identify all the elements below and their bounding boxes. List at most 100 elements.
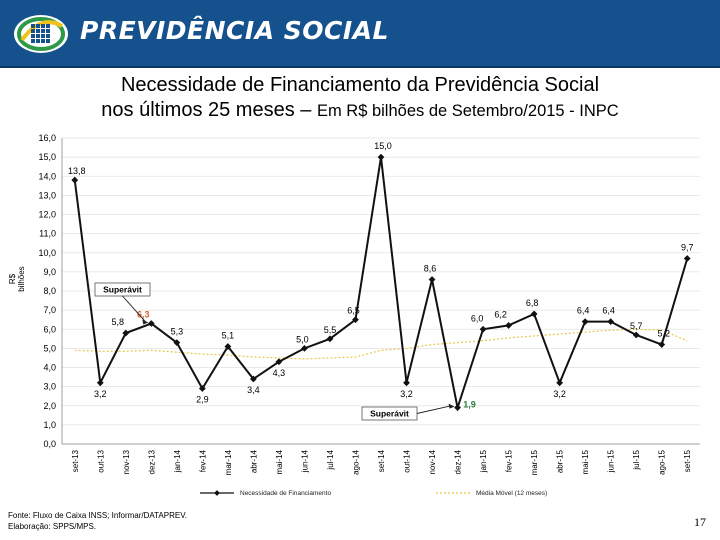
line-chart: 0,0 1,0 2,0 3,0 4,0 5,0 6,0 7,0 8,0 9,0 10,0 11,0 12…: [38, 133, 700, 475]
header-divider: [0, 66, 720, 68]
data-point-financing: [479, 325, 487, 333]
data-point-financing: [352, 316, 359, 324]
legend-swatch-moving-average: [436, 492, 470, 494]
x-tick-label: dez-13: [147, 449, 156, 474]
x-tick-label: set-14: [377, 449, 386, 472]
y-tick-label: 9,0: [43, 267, 56, 277]
y-tick-label: 5,0: [43, 343, 56, 353]
data-label-financing: 3,2: [94, 389, 107, 399]
y-tick-label: 11,0: [39, 229, 56, 239]
x-tick-label: mar-15: [530, 449, 539, 475]
data-point-financing: [581, 318, 589, 325]
chart-title-line2: nos últimos 25 meses – Em R$ bilhões de …: [0, 99, 720, 122]
x-tick-label: fev-14: [198, 449, 207, 472]
data-label-financing: 6,2: [494, 309, 507, 319]
data-point-financing: [96, 379, 104, 387]
annotation-arrowhead: [142, 319, 149, 325]
y-tick-label: 16,0: [38, 133, 56, 143]
data-point-financing: [122, 329, 130, 337]
x-tick-label: set-15: [683, 449, 692, 472]
data-point-financing: [658, 341, 666, 348]
data-point-financing: [530, 310, 538, 318]
data-point-financing: [505, 322, 512, 329]
y-tick-label: 7,0: [43, 305, 56, 315]
data-label-financing: 9,7: [681, 242, 694, 252]
x-tick-label: jan-15: [479, 449, 488, 473]
x-tick-label: nov-14: [428, 449, 437, 474]
data-label-financing: 8,6: [424, 264, 437, 274]
x-tick-label: mar-14: [224, 449, 233, 475]
x-tick-label: jul-15: [632, 449, 641, 470]
data-point-financing: [377, 153, 385, 161]
data-label-financing: 6,4: [602, 306, 615, 316]
chart-title-main: nos últimos 25 meses –: [101, 99, 317, 121]
data-label-financing: 4,3: [273, 368, 286, 378]
data-label-financing: 5,1: [222, 330, 235, 340]
brand-title: PREVIDÊNCIA SOCIAL: [80, 16, 389, 45]
data-label-financing: 5,8: [112, 317, 125, 327]
y-tick-label: 15,0: [38, 152, 56, 162]
x-tick-label: jul-14: [326, 449, 335, 470]
data-label-financing: 15,0: [374, 141, 392, 151]
y-tick-label: 8,0: [43, 286, 56, 296]
legend-item-financing: Necessidade de Financiamento: [200, 490, 331, 497]
data-label-financing: 3,2: [553, 389, 566, 399]
x-tick-label: abr-15: [556, 449, 565, 473]
data-label-financing: 5,3: [171, 327, 184, 337]
data-label-financing: 5,5: [324, 325, 337, 335]
data-label-financing: 6,5: [347, 306, 360, 316]
series-line-financing: [73, 156, 689, 412]
y-tick-label: 13,0: [38, 190, 56, 200]
annotation-arrowhead: [448, 403, 455, 409]
series-line-moving-average: [74, 328, 688, 360]
data-point-financing: [632, 331, 640, 339]
data-label-financing: 6,0: [471, 313, 484, 323]
data-point-financing: [301, 344, 308, 352]
legend-label-moving-average: Média Móvel (12 meses): [476, 490, 548, 497]
x-tick-label: abr-14: [249, 449, 258, 473]
footer-source: Fonte: Fluxo de Caixa INSS; Informar/DAT…: [8, 511, 188, 520]
footer-elaboration: Elaboração: SPPS/MPS.: [8, 522, 97, 531]
chart-title-sub: Em R$ bilhões de Setembro/2015 - INPC: [316, 102, 619, 120]
x-tick-label: out-14: [403, 449, 412, 472]
data-label-financing: 5,0: [296, 334, 309, 344]
x-tick-label: fev-15: [505, 449, 514, 472]
data-point-financing: [224, 343, 232, 350]
footer-notes: Fonte: Fluxo de Caixa INSS; Informar/DAT…: [8, 510, 187, 532]
data-point-financing: [556, 379, 564, 387]
x-tick-label: mai-15: [581, 449, 590, 474]
data-label-financing: 1,9: [463, 400, 476, 410]
legend-label-financing: Necessidade de Financiamento: [240, 490, 332, 497]
x-tick-label: jun-15: [607, 449, 616, 473]
x-tick-label: jun-14: [300, 449, 309, 473]
data-label-financing: 6,3: [137, 310, 150, 320]
y-tick-label: 3,0: [43, 382, 56, 392]
y-tick-label: 6,0: [43, 324, 56, 334]
x-tick-label: ago-14: [351, 449, 360, 474]
x-tick-label: out-13: [96, 449, 105, 472]
data-label-financing: 3,2: [400, 389, 413, 399]
y-tick-label: 10,0: [38, 248, 56, 258]
legend-swatch-financing: [200, 490, 234, 497]
annotation-arrow: [122, 295, 146, 322]
data-label-financing: 13,8: [68, 166, 86, 176]
page-number: 17: [694, 515, 706, 529]
data-point-financing: [454, 404, 461, 412]
y-tick-label: 14,0: [38, 171, 56, 181]
x-tick-label: dez-14: [454, 449, 463, 474]
data-label-financing: 5,7: [630, 321, 643, 331]
y-tick-label: 0,0: [43, 439, 56, 449]
y-tick-label: 2,0: [43, 401, 56, 411]
data-point-financing: [403, 379, 410, 387]
data-point-financing: [275, 358, 283, 366]
data-label-financing: 6,4: [577, 306, 590, 316]
x-tick-label: jan-14: [173, 449, 182, 473]
x-tick-label: ago-15: [658, 449, 667, 474]
data-label-financing: 2,9: [196, 395, 209, 405]
data-label-financing: 6,8: [526, 298, 539, 308]
data-point-financing: [326, 335, 334, 343]
y-tick-label: 12,0: [38, 210, 56, 220]
data-label-financing: 3,4: [247, 385, 260, 395]
data-point-financing: [71, 176, 79, 184]
data-point-financing: [173, 339, 181, 347]
